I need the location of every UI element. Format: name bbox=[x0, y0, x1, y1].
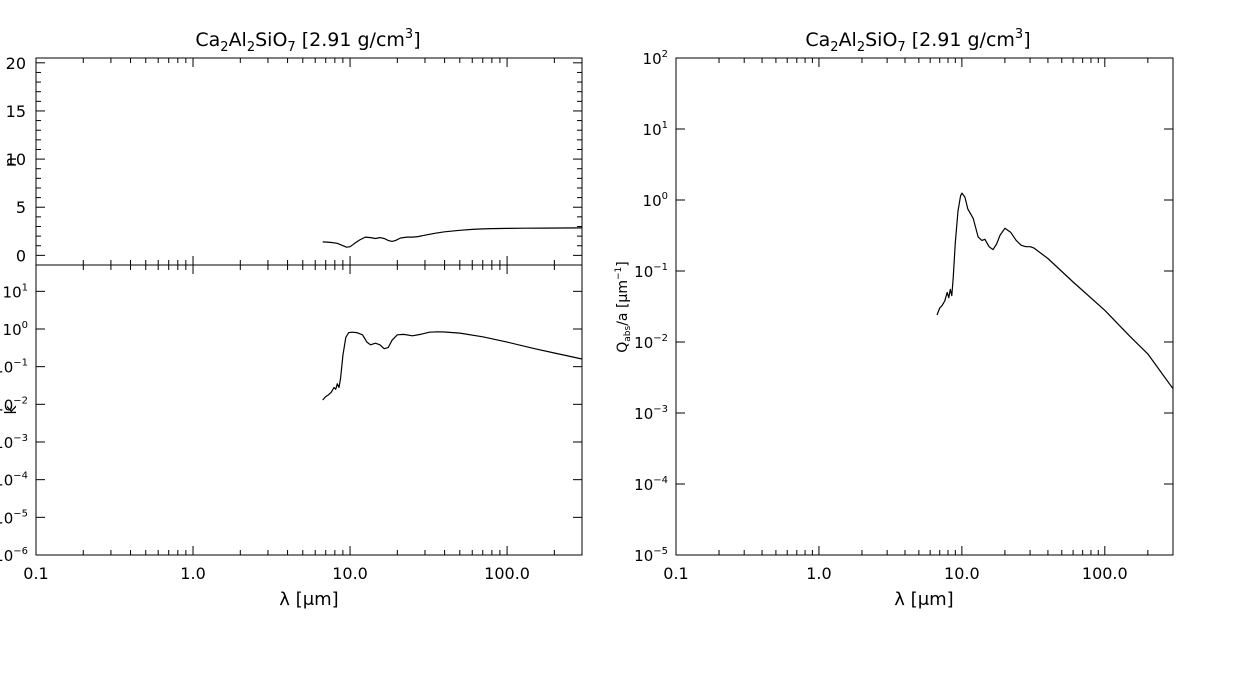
right-chart-title: Ca2Al2SiO7 [2.91 g/cm3] bbox=[805, 27, 1030, 55]
k-xtick-label: 10.0 bbox=[332, 564, 368, 583]
qabs-xtick-label: 1.0 bbox=[806, 564, 831, 583]
qabs-ytick-label: 10−3 bbox=[634, 404, 668, 423]
k-panel-frame bbox=[35, 264, 583, 556]
qabs-ytick-label: 10−2 bbox=[634, 333, 668, 352]
k-xtick-label: 1.0 bbox=[180, 564, 205, 583]
qabs-ylabel: Qabs/a [μm−1] bbox=[614, 261, 633, 352]
n-series-line-0 bbox=[322, 227, 583, 248]
left-chart-title: Ca2Al2SiO7 [2.91 g/cm3] bbox=[195, 27, 420, 55]
k-ytick-label: 10−4 bbox=[0, 471, 28, 490]
k-ytick-label: 101 bbox=[3, 282, 28, 301]
qabs-ytick-label: 10−5 bbox=[634, 546, 668, 565]
k-series-line-0 bbox=[322, 331, 583, 401]
k-ytick-label: 10−1 bbox=[0, 358, 28, 377]
qabs-xtick-label: 100.0 bbox=[1082, 564, 1128, 583]
qabs-ytick-label: 101 bbox=[643, 120, 668, 139]
n-panel-frame bbox=[35, 57, 583, 266]
k-ytick-label: 10−3 bbox=[0, 433, 28, 452]
k-ytick-label: 100 bbox=[3, 320, 28, 339]
qabs-ytick-label: 10−4 bbox=[634, 475, 668, 494]
qabs-ytick-label: 102 bbox=[643, 49, 668, 68]
k-ytick-label: 10−5 bbox=[0, 508, 28, 527]
qabs-ytick-label: 100 bbox=[643, 191, 668, 210]
qabs-ytick-label: 10−1 bbox=[634, 262, 668, 281]
k-xtick-label: 0.1 bbox=[23, 564, 48, 583]
qabs-xtick-label: 0.1 bbox=[663, 564, 688, 583]
right-xlabel: λ [μm] bbox=[894, 589, 953, 610]
qabs-panel-frame bbox=[675, 57, 1174, 556]
left-xlabel: λ [μm] bbox=[279, 589, 338, 610]
k-ylabel: k bbox=[1, 405, 20, 415]
k-xtick-label: 100.0 bbox=[484, 564, 530, 583]
k-ytick-label: 10−6 bbox=[0, 546, 28, 565]
k-ytick-label: 10−2 bbox=[0, 395, 28, 414]
n-ytick-label: 0 bbox=[16, 246, 26, 265]
qabs-series-line-0 bbox=[936, 192, 1174, 390]
n-ytick-label: 20 bbox=[6, 54, 26, 73]
n-ytick-label: 10 bbox=[6, 150, 26, 169]
n-ytick-label: 15 bbox=[6, 102, 26, 121]
qabs-xtick-label: 10.0 bbox=[944, 564, 980, 583]
n-ylabel: n bbox=[1, 157, 20, 167]
n-ytick-label: 5 bbox=[16, 198, 26, 217]
